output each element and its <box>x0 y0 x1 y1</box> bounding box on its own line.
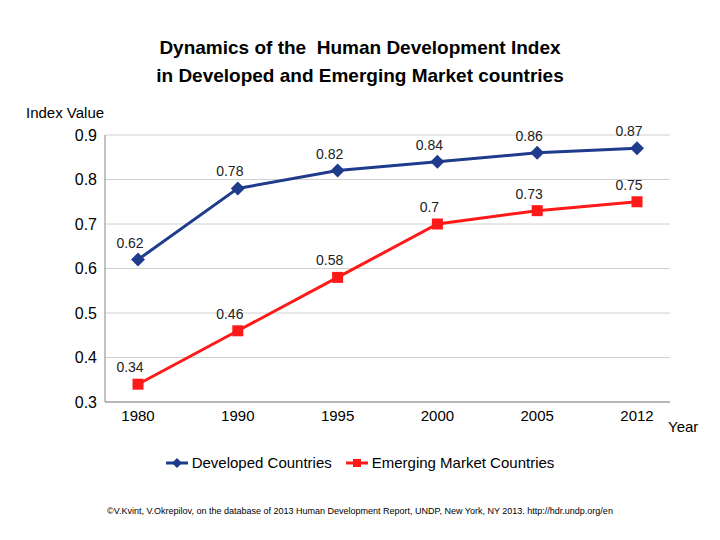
svg-text:0.87: 0.87 <box>615 123 642 139</box>
svg-text:0.73: 0.73 <box>516 186 543 202</box>
svg-text:0.7: 0.7 <box>75 216 97 233</box>
svg-text:2012: 2012 <box>620 407 653 424</box>
svg-text:0.58: 0.58 <box>316 252 343 268</box>
svg-text:0.6: 0.6 <box>75 260 97 277</box>
html-text:Year: Year <box>668 418 699 435</box>
svg-text:2005: 2005 <box>521 407 554 424</box>
svg-text:1990: 1990 <box>221 407 254 424</box>
svg-text:0.5: 0.5 <box>75 305 97 322</box>
html-text:Index Value: Index Value <box>26 104 105 121</box>
svg-text:2000: 2000 <box>421 407 454 424</box>
svg-text:0.34: 0.34 <box>116 359 143 375</box>
svg-text:0.62: 0.62 <box>116 235 143 251</box>
svg-text:0.86: 0.86 <box>516 128 543 144</box>
svg-text:0.82: 0.82 <box>316 146 343 162</box>
svg-text:1995: 1995 <box>321 407 354 424</box>
svg-text:0.8: 0.8 <box>75 171 97 188</box>
svg-text:0.46: 0.46 <box>216 306 243 322</box>
html-text:Developed Countries: Developed Countries <box>191 454 332 471</box>
html-text:Emerging Market Countries: Emerging Market Countries <box>371 454 555 471</box>
svg-text:0.4: 0.4 <box>75 349 97 366</box>
svg-text:0.78: 0.78 <box>216 163 243 179</box>
html-text:Dynamics of the Human Developm: Dynamics of the Human Development Index … <box>156 37 564 86</box>
svg-text:0.9: 0.9 <box>75 127 97 144</box>
html-text:©V.Kvint, V.Okrepilov, on the: ©V.Kvint, V.Okrepilov, on the database o… <box>107 506 613 516</box>
svg-text:0.75: 0.75 <box>615 177 642 193</box>
svg-text:0.3: 0.3 <box>75 394 97 411</box>
svg-text:0.84: 0.84 <box>416 137 443 153</box>
svg-text:1980: 1980 <box>121 407 154 424</box>
svg-text:0.7: 0.7 <box>420 199 440 215</box>
